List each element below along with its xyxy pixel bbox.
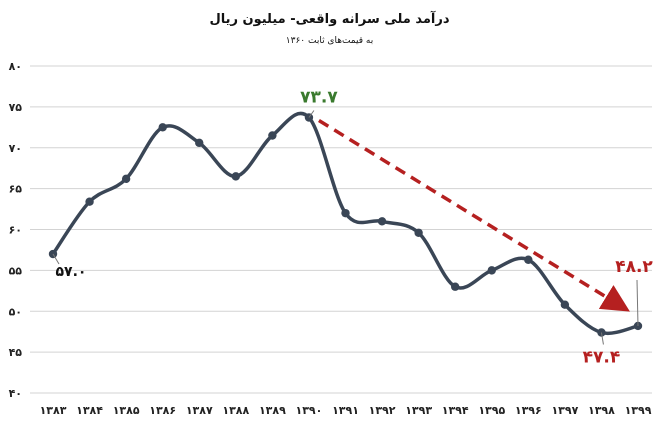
x-tick-label: ۱۳۹۷ [551, 404, 578, 417]
y-tick-label: ۴۵ [9, 346, 23, 359]
data-point [560, 300, 570, 309]
x-tick-label: ۱۳۸۴ [76, 404, 103, 417]
data-point [85, 197, 94, 206]
data-point [487, 266, 496, 275]
callout-line [52, 253, 60, 265]
data-point [268, 131, 277, 140]
x-tick-label: ۱۳۹۳ [405, 404, 432, 417]
x-tick-label: ۱۳۹۴ [442, 404, 469, 417]
y-tick-label: ۵۰ [9, 305, 22, 318]
trend-arrow-group [318, 119, 630, 312]
annotations: ۵۷.۰ ۷۳.۷ ۴۷.۴ ۴۸.۲ [52, 88, 653, 368]
x-axis-ticks: ۱۳۸۳ ۱۳۸۴ ۱۳۸۵ ۱۳۸۶ ۱۳۸۷ ۱۳۸۸ ۱۳۸۹ ۱۳۹۰ ۱۳۹۱ ۱۳۹۲… [40, 404, 652, 417]
data-label: ۵۷.۰ [56, 264, 87, 280]
trend-arrow [318, 119, 630, 312]
series-line [51, 111, 639, 336]
y-tick-label: ۶۰ [9, 224, 22, 237]
data-point [450, 282, 460, 291]
x-tick-label: ۱۳۹۶ [515, 404, 542, 417]
x-tick-label: ۱۳۹۱ [332, 404, 359, 417]
y-tick-label: ۷۰ [9, 142, 22, 155]
x-tick-label: ۱۳۸۶ [149, 404, 176, 417]
data-point [121, 174, 131, 184]
chart-title: درآمد ملی سرانه واقعی- میلیون ریال [209, 12, 450, 27]
data-point [414, 228, 423, 237]
chart-subtitle: به قیمت‌های ثابت ۱۳۶۰ [285, 36, 374, 46]
x-tick-label: ۱۳۸۵ [113, 404, 140, 417]
y-tick-label: ۴۰ [9, 387, 22, 400]
data-point [377, 217, 387, 226]
data-label: ۴۷.۴ [583, 348, 621, 368]
x-tick-label: ۱۳۹۲ [369, 404, 396, 417]
y-tick-label: ۷۵ [9, 101, 23, 114]
data-label: ۴۸.۲ [615, 257, 653, 277]
x-tick-label: ۱۳۹۵ [478, 404, 505, 417]
y-axis-ticks: ۴۰ ۴۵ ۵۰ ۵۵ ۶۰ ۶۵ ۷۰ ۷۵ ۸۰ [9, 60, 23, 400]
data-label: ۷۳.۷ [300, 88, 338, 108]
y-tick-label: ۵۵ [9, 264, 23, 277]
callout-line [600, 332, 604, 345]
data-point [231, 172, 241, 181]
x-tick-label: ۱۳۸۸ [222, 404, 249, 417]
data-point [195, 138, 204, 148]
x-tick-label: ۱۳۸۳ [40, 404, 67, 417]
data-point [158, 123, 167, 132]
y-tick-label: ۸۰ [9, 60, 22, 73]
data-points [48, 113, 643, 337]
callout-line [308, 110, 315, 118]
x-tick-label: ۱۳۹۹ [625, 404, 652, 417]
series-line-group [51, 111, 639, 336]
callout-line [636, 279, 639, 326]
x-tick-label: ۱۳۸۷ [186, 404, 213, 417]
gridlines [30, 65, 652, 394]
y-tick-label: ۶۵ [9, 183, 23, 196]
data-point [341, 208, 350, 218]
x-tick-label: ۱۳۹۰ [296, 404, 323, 417]
data-point [524, 255, 533, 264]
x-tick-label: ۱۳۸۹ [259, 404, 286, 417]
x-tick-label: ۱۳۹۸ [588, 404, 615, 417]
